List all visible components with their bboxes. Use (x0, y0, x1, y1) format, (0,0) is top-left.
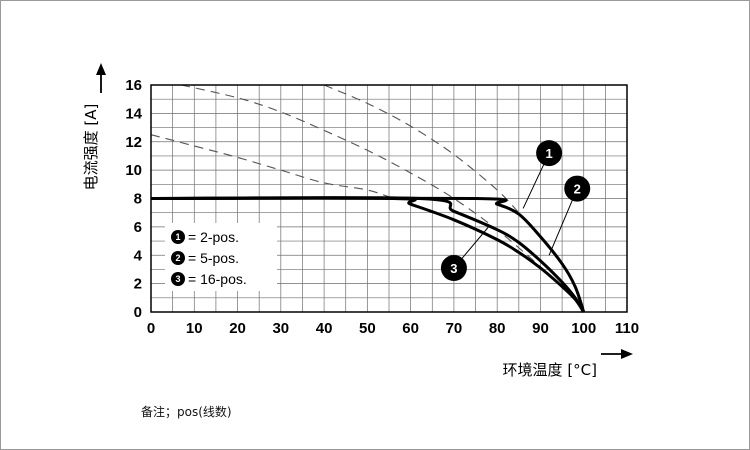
legend-marker-number: 2 (175, 253, 180, 263)
curve-marker-3 (440, 255, 467, 282)
solid-curves (150, 196, 586, 313)
y-axis-arrow-head (96, 63, 106, 75)
axis-titles: 环境温度 [°C] 电流强度 [A] (82, 63, 633, 379)
legend-marker-1 (171, 230, 185, 244)
legend-marker-number: 3 (175, 274, 180, 284)
legend: 1 = 2-pos. 2 = 5-pos. 3 = 16-pos. (165, 223, 277, 291)
x-tick-labels: 0 10 20 30 40 50 60 70 80 90 100 110 (147, 320, 639, 337)
y-tick-label: 8 (134, 191, 142, 208)
y-tick-label: 10 (125, 162, 142, 179)
y-tick-label: 4 (134, 247, 143, 264)
x-tick-label: 20 (229, 320, 246, 337)
x-tick-label: 10 (186, 320, 203, 337)
legend-marker-2 (171, 251, 185, 265)
x-tick-label: 110 (615, 320, 639, 337)
x-tick-label: 80 (489, 320, 506, 337)
dashed-curve-1 (323, 85, 520, 214)
x-tick-label: 50 (359, 320, 376, 337)
dashed-curves (151, 85, 541, 268)
y-tick-label: 14 (125, 105, 142, 122)
y-tick-labels: 0 2 4 6 8 10 12 14 16 (125, 77, 142, 321)
derating-curve-3 (150, 196, 585, 313)
x-tick-label: 60 (402, 320, 419, 337)
y-tick-label: 16 (125, 77, 142, 94)
curve-markers: 1 2 3 (440, 140, 591, 282)
curve-marker-number: 2 (574, 182, 581, 197)
footnote: 备注；pos(线数) (141, 405, 232, 419)
y-tick-label: 2 (134, 276, 142, 293)
y-tick-label: 0 (134, 304, 142, 321)
plot-border (150, 84, 628, 313)
legend-marker-3 (171, 272, 185, 286)
y-axis-title: 电流强度 [A] (82, 104, 100, 191)
curve-marker-number: 1 (545, 146, 552, 161)
legend-label-1: = 2-pos. (188, 229, 239, 245)
x-tick-label: 40 (316, 320, 333, 337)
curve-marker-number: 3 (450, 261, 457, 276)
curve-marker-2 (564, 175, 591, 202)
dashed-curve-3 (151, 134, 394, 200)
x-tick-label: 100 (571, 320, 596, 337)
legend-label-2: = 5-pos. (188, 250, 239, 266)
x-axis-title: 环境温度 [°C] (503, 361, 597, 379)
curve-marker-1 (536, 140, 563, 167)
legend-label-3: = 16-pos. (188, 271, 247, 287)
dashed-curve-2 (181, 85, 541, 268)
x-tick-label: 0 (147, 320, 155, 337)
x-tick-label: 30 (272, 320, 289, 337)
legend-marker-number: 1 (175, 232, 180, 242)
plot-frame (150, 84, 628, 313)
x-tick-label: 90 (532, 320, 549, 337)
y-tick-label: 12 (125, 134, 142, 151)
x-axis-arrow-head (621, 349, 633, 359)
y-tick-label: 6 (134, 219, 142, 236)
x-tick-label: 70 (446, 320, 463, 337)
